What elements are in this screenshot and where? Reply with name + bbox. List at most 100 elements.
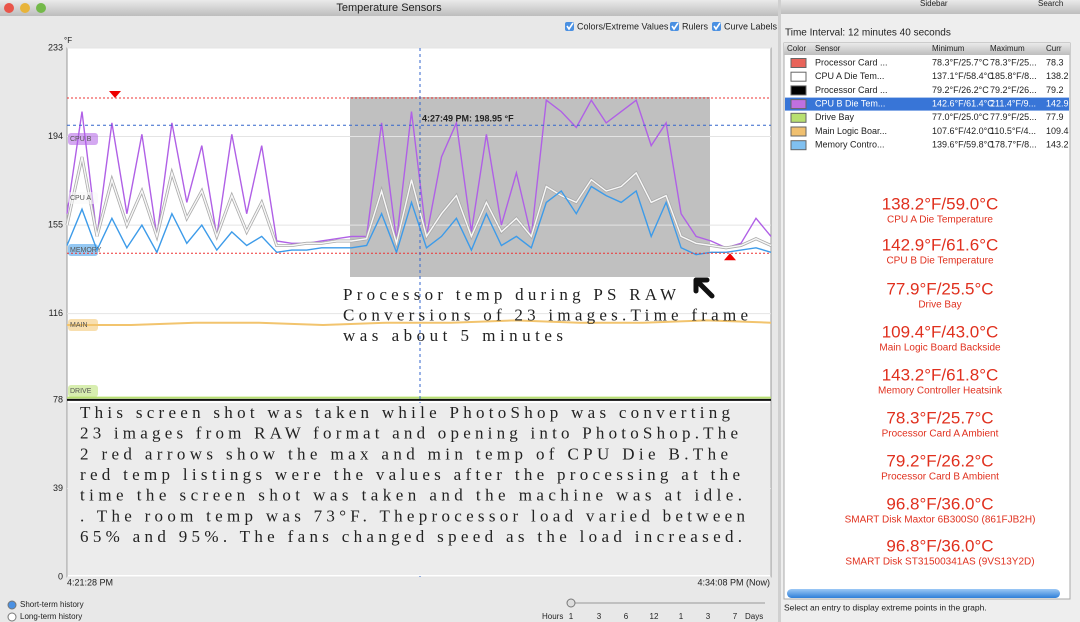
y-tick-label: 155 [48,219,63,229]
sensor-list [783,42,1071,600]
cell[interactable]: 138.2 [1046,71,1069,81]
cell[interactable]: Processor Card ... [815,57,888,67]
title-bar [0,0,778,16]
cell[interactable]: 110.5°F/4... [990,126,1036,136]
curve-label: CPU A [70,195,91,202]
cell[interactable]: 142.9 [1046,98,1069,108]
slider-tick: 1 [679,612,684,621]
min-marker [724,253,736,261]
minimize-button[interactable] [20,3,30,13]
cell[interactable]: 185.8°F/8... [990,71,1037,81]
checkmark [566,22,574,31]
cell[interactable]: 78.3 [1046,57,1064,67]
cell[interactable]: 142.6°F/61.4°C [932,98,994,108]
annotation-box [68,403,770,575]
cell[interactable]: 137.1°F/58.4°C [932,71,994,81]
cell[interactable]: 77.0°F/25.0°C [932,112,989,122]
cell[interactable]: 211.4°F/9... [990,98,1036,108]
checkmark [671,22,679,31]
selection-highlight [350,97,710,277]
y-tick-label: 78 [53,394,63,404]
cell[interactable]: 79.2 [1046,85,1064,95]
cell[interactable]: Memory Contro... [815,140,885,150]
color-swatch[interactable] [790,140,807,151]
color-swatch[interactable] [790,126,807,137]
annotation-line: . The room temp was 73°F. Theprocessor l… [80,506,746,525]
slider-label: Hours [542,612,563,621]
reading-name: Processor Card A Ambient [882,429,999,440]
radio[interactable] [7,612,17,622]
slider-tick: 6 [624,612,629,621]
reading-name: Memory Controller Heatsink [878,386,1003,397]
sidebar-tabs [781,0,1080,14]
reading-name: Processor Card B Ambient [881,472,999,483]
column-header[interactable]: Minimum [932,44,965,53]
cell[interactable]: 77.9 [1046,112,1064,122]
column-header[interactable]: Curr [1046,44,1062,53]
close-button[interactable] [4,3,14,13]
cell[interactable]: 79.2°F/26... [990,85,1037,95]
cell[interactable]: 109.4 [1046,126,1069,136]
zoom-button[interactable] [36,3,46,13]
reading-value: 142.9°F/61.6°C [882,235,999,254]
scrollbar[interactable] [787,589,1060,598]
curve-label-box [68,133,98,145]
cell[interactable]: 143.2 [1046,140,1069,150]
color-swatch[interactable] [790,71,807,82]
slider-tick: 3 [706,612,711,621]
slider-tick: 3 [597,612,602,621]
footer: Select an entry to display extreme point… [784,602,987,612]
color-swatch[interactable] [790,85,807,96]
curve-label-box [68,385,98,397]
series-line [66,156,772,249]
series-line [66,98,772,249]
reading-value: 78.3°F/25.7°C [886,408,993,427]
list-header [784,43,1070,55]
y-tick-label: 39 [53,483,63,493]
radio[interactable] [7,600,17,610]
color-swatch[interactable] [790,99,807,110]
cell[interactable]: 79.2°F/26.2°C [932,85,989,95]
interval: Time Interval: 12 minutes 40 seconds [785,28,951,39]
cell[interactable]: Processor Card ... [815,85,888,95]
column-header[interactable]: Sensor [815,44,841,53]
cell[interactable]: Main Logic Boar... [815,126,887,136]
y-tick-label: 0 [58,571,63,581]
color-swatch[interactable] [790,112,807,123]
cell[interactable]: 139.6°F/59.8°C [932,140,994,150]
column-header[interactable]: Color [787,44,806,53]
y-tick-label: 233 [48,42,63,52]
checkbox-label: Curve Labels [724,21,778,31]
slider-tick: 7 [733,612,738,621]
cell[interactable]: CPU B Die Tem... [815,98,885,108]
arrow [693,277,715,299]
tab[interactable]: Sidebar [920,0,948,8]
cell[interactable]: 107.6°F/42.0°C [932,126,994,136]
slider-tick: 12 [650,612,659,621]
window-title: Temperature Sensors [336,2,442,14]
cell[interactable]: CPU A Die Tem... [815,71,884,81]
reading-value: 143.2°F/61.8°C [882,365,999,384]
column-header[interactable]: Maximum [990,44,1025,53]
color-swatch[interactable] [790,58,807,68]
reading-value: 77.9°F/25.5°C [886,279,993,298]
cell[interactable]: 78.3°F/25... [990,57,1037,67]
reading-value: 79.2°F/26.2°C [886,451,993,470]
cell[interactable]: 178.7°F/8... [990,140,1037,150]
reading-name: Main Logic Board Backside [879,343,1001,354]
reading-name: CPU A Die Temperature [887,215,993,226]
cursor-label: 4:27:49 PM: 198.95 °F [422,113,514,123]
tab[interactable]: Search [1038,0,1063,8]
cell[interactable]: 78.3°F/25.7°C [932,57,989,67]
curve-label: DRIVE [70,388,92,395]
reading-value: 109.4°F/43.0°C [882,322,999,341]
cell[interactable]: Drive Bay [815,112,855,122]
radio-label: Short-term history [20,600,84,609]
slider-knob[interactable] [566,598,576,608]
slider-tick: 1 [569,612,574,621]
annotation-line: red temp listings were the values after … [80,465,740,484]
reading-value: 138.2°F/59.0°C [882,194,999,213]
cell[interactable]: 77.9°F/25... [990,112,1037,122]
reading-name: Drive Bay [918,300,961,311]
